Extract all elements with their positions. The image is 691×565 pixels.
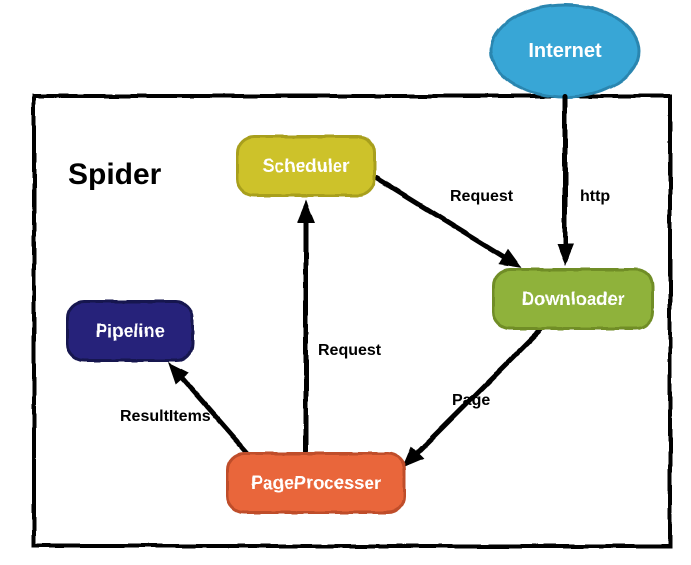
node-internet-label: Internet — [528, 40, 602, 62]
edge-label-scheduler-to-downloader: Request — [450, 188, 513, 206]
edge-internet-to-downloader — [556, 97, 574, 266]
node-pipeline-label: Pipeline — [95, 321, 164, 342]
node-pipeline: Pipeline — [66, 300, 194, 362]
edge-label-downloader-to-pageprocesser: Page — [452, 392, 490, 410]
edge-label-internet-to-downloader: http — [580, 188, 610, 206]
edge-label-pageprocesser-to-scheduler: Request — [318, 342, 381, 360]
node-scheduler: Scheduler — [236, 135, 376, 197]
node-pageprocesser-label: PageProcesser — [251, 473, 381, 494]
edge-pageprocesser-to-scheduler — [297, 200, 315, 452]
node-scheduler-label: Scheduler — [262, 156, 349, 177]
container-title: Spider — [68, 158, 161, 192]
node-downloader-label: Downloader — [521, 289, 624, 310]
node-internet: Internet — [491, 5, 639, 97]
edge-label-pageprocesser-to-pipeline: ResultItems — [120, 408, 211, 426]
node-pageprocesser: PageProcesser — [226, 452, 406, 514]
node-downloader: Downloader — [492, 268, 654, 330]
